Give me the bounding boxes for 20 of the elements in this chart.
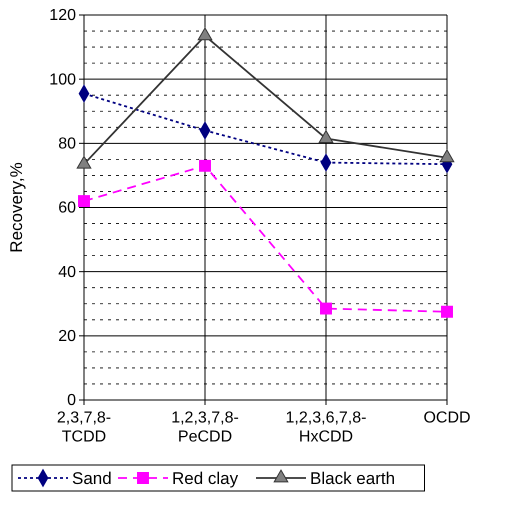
y-tick-label: 40 <box>58 264 76 281</box>
legend-label: Sand <box>72 469 112 488</box>
y-tick-label: 80 <box>58 135 76 152</box>
x-tick-label: OCDD <box>423 409 471 426</box>
y-axis-title: Recovery,% <box>7 162 26 253</box>
y-tick-label: 20 <box>58 328 76 345</box>
x-tick-label: 2,3,7,8-TCDD <box>56 409 112 446</box>
point <box>441 306 453 318</box>
y-tick-label: 0 <box>67 392 76 410</box>
legend-label: Red clay <box>172 469 239 488</box>
x-tick-label: 1,2,3,7,8-PeCDD <box>171 409 239 446</box>
point <box>78 195 90 208</box>
legend-label: Black earth <box>310 469 396 488</box>
y-tick-label: 60 <box>58 200 76 217</box>
point <box>320 302 332 315</box>
x-tick-label: 1,2,3,6,7,8-HxCDD <box>286 409 366 446</box>
y-tick-label: 100 <box>49 71 76 88</box>
y-tick-label: 120 <box>49 7 76 24</box>
point <box>199 160 211 172</box>
point <box>198 28 212 40</box>
